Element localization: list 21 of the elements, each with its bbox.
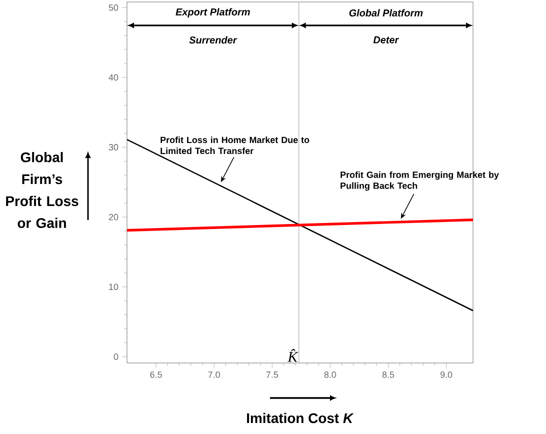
annotation: Profit Loss in Home Market Due to Limited Tech Transfer [160,136,310,154]
x-tick-label: 9.0 [440,372,452,378]
annotation: Profit Gain from Emerging Market by Pulling Back Tech [340,171,499,191]
y-tick-label: 40 [108,74,118,81]
annotation: Surrender [189,36,238,44]
x-tick-label: 7.0 [208,372,220,378]
ref-line-label: K̂ [288,348,298,362]
x-tick-label: 8.0 [324,372,336,378]
x-axis-title: Imitation Cost K [247,412,354,424]
x-tick-label: 6.5 [150,372,162,378]
y-tick-label: 30 [108,144,118,150]
x-tick-label: 7.5 [266,372,278,378]
y-tick-label: 20 [108,214,118,220]
annotation: Global Platform [349,9,423,16]
y-tick-label: 50 [108,4,118,11]
y-axis-title: Global Firm’s Profit Loss or Gain [6,152,78,228]
annotation: Deter [373,36,400,44]
annotation: Export Platform [176,8,250,18]
y-tick-label: 10 [109,284,118,290]
y-tick-label: 0 [114,354,118,360]
x-tick-label: 8.5 [382,372,394,378]
